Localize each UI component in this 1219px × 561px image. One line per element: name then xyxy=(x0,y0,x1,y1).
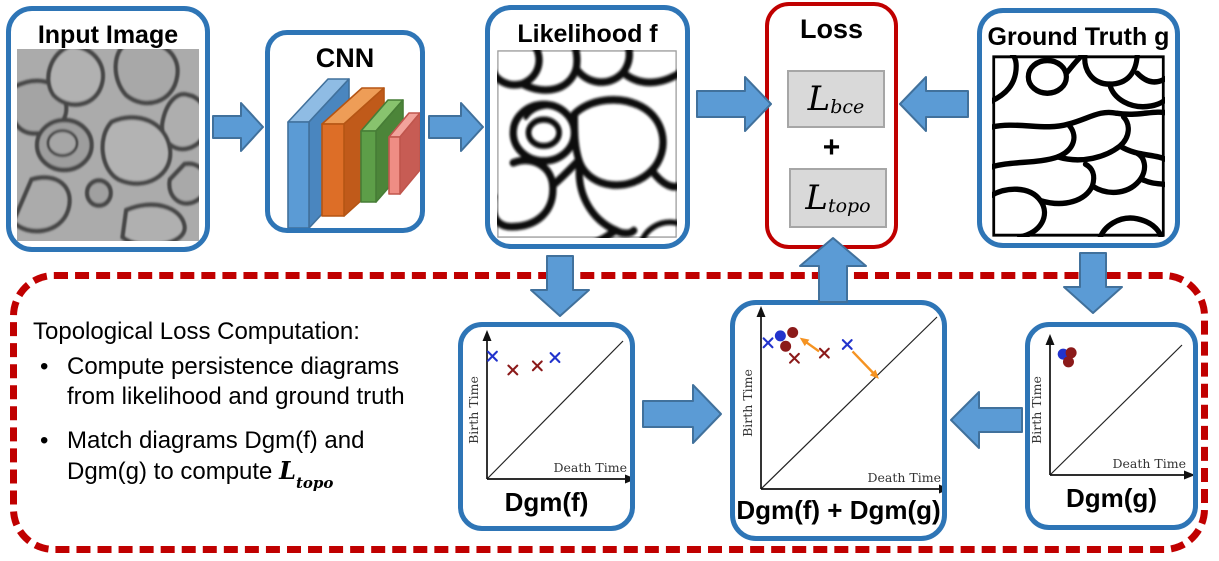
dgm-g-panel: Birth Time Death Time Dgm(g) xyxy=(1025,322,1198,530)
bullet-match-diagrams-text: Match diagrams Dgm(f) and Dgm(g) to comp… xyxy=(67,427,365,485)
loss-term-bce-subscript: bce xyxy=(830,95,865,118)
loss-title: Loss xyxy=(799,14,864,44)
dgm-point-dot xyxy=(1062,356,1074,368)
input-image-title: Input Image xyxy=(37,21,179,49)
dgm-fg-plot: Birth Time Death Time xyxy=(740,306,942,494)
dgm-fg-panel: Birth Time Death Time Dgm(f) + Dgm(g) xyxy=(730,300,947,541)
x-axis-arrowhead xyxy=(1184,470,1193,480)
ltopo-symbol: L xyxy=(279,456,296,485)
match-arrow xyxy=(804,340,820,353)
dgm-point-cross xyxy=(549,352,561,364)
likelihood-panel: Likelihood f xyxy=(485,5,690,249)
match-arrowhead xyxy=(869,369,879,379)
likelihood-image xyxy=(497,50,677,238)
diagonal-line xyxy=(1049,344,1183,476)
topo-bullet-list: Compute persistence diagrams from likeli… xyxy=(36,352,432,509)
x-axis-label: Death Time xyxy=(1112,456,1186,471)
y-axis-arrowhead xyxy=(756,306,766,317)
ltopo-subscript: topo xyxy=(295,473,334,492)
loss-term-topo-subscript: topo xyxy=(827,194,871,217)
dgm-point-dot xyxy=(780,340,792,352)
input-image-panel: Input Image xyxy=(6,6,210,252)
dgm-point-cross xyxy=(788,352,800,364)
y-axis-label: Birth Time xyxy=(1030,376,1044,444)
dgm-point-cross xyxy=(818,347,830,359)
arrow-input-to-cnn xyxy=(212,102,264,152)
bullet-compute-diagrams: Compute persistence diagrams from likeli… xyxy=(36,352,432,412)
topological-loss-region xyxy=(10,272,1208,553)
arrow-groundtruth-to-loss xyxy=(899,76,969,132)
ltopo-math: Ltopo xyxy=(279,456,333,492)
topo-heading: Topological Loss Computation: xyxy=(33,318,360,345)
loss-term-topo-symbol: L xyxy=(805,178,828,218)
match-arrowhead xyxy=(799,337,810,347)
y-axis-arrowhead xyxy=(482,330,492,341)
bullet-compute-diagrams-text: Compute persistence diagrams from likeli… xyxy=(67,353,405,410)
dgm-point-cross xyxy=(841,339,853,350)
ground-truth-panel: Ground Truth g xyxy=(977,8,1180,248)
dgm-point-dot xyxy=(1065,347,1077,359)
input-image xyxy=(17,49,199,241)
dgm-point-dot xyxy=(774,330,786,342)
plus-sign: + xyxy=(822,131,841,164)
dgm-f-label: Dgm(f) xyxy=(504,487,589,517)
dgm-f-panel: Birth Time Death Time Dgm(f) xyxy=(458,322,635,531)
dgm-point-cross xyxy=(507,364,519,376)
dgm-g-label: Dgm(g) xyxy=(1066,483,1157,513)
ground-truth-title: Ground Truth g xyxy=(987,23,1170,51)
dgm-point-cross xyxy=(762,337,774,349)
dgm-g-plot: Birth Time Death Time xyxy=(1030,334,1193,480)
arrow-cnn-to-likelihood xyxy=(428,102,484,152)
cnn-title: CNN xyxy=(315,43,375,73)
arrow-likelihood-to-loss xyxy=(696,76,772,132)
cnn-layers-icon xyxy=(287,78,420,228)
diagonal-line xyxy=(760,316,938,490)
x-axis-label: Death Time xyxy=(553,460,627,475)
dgm-f-plot: Birth Time Death Time xyxy=(466,330,630,484)
y-axis-label: Birth Time xyxy=(740,369,755,437)
x-axis-arrowhead xyxy=(625,474,630,484)
dgm-point-cross xyxy=(531,360,543,372)
bullet-match-diagrams: Match diagrams Dgm(f) and Dgm(g) to comp… xyxy=(36,426,432,495)
y-axis-arrowhead xyxy=(1045,334,1055,345)
cnn-panel: CNN xyxy=(265,30,425,233)
ground-truth-image xyxy=(992,55,1165,237)
x-axis-arrowhead xyxy=(939,484,942,494)
likelihood-title: Likelihood f xyxy=(517,20,658,48)
loss-term-bce-symbol: L xyxy=(807,79,831,119)
x-axis-label: Death Time xyxy=(867,470,941,485)
dgm-fg-label: Dgm(f) + Dgm(g) xyxy=(736,495,941,525)
dgm-point-dot xyxy=(787,326,799,338)
dgm-point-cross xyxy=(486,350,498,362)
y-axis-label: Birth Time xyxy=(466,376,481,444)
diagonal-line xyxy=(486,340,624,480)
match-arrow xyxy=(851,350,875,375)
